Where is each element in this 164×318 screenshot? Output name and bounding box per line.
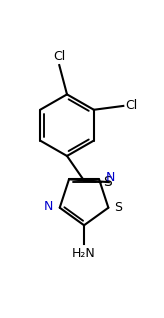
- Text: S: S: [115, 201, 123, 214]
- Text: N: N: [44, 200, 53, 213]
- Text: N: N: [105, 171, 115, 184]
- Text: Cl: Cl: [125, 100, 137, 113]
- Text: S: S: [103, 175, 111, 189]
- Text: Cl: Cl: [53, 50, 65, 63]
- Text: H₂N: H₂N: [72, 247, 96, 260]
